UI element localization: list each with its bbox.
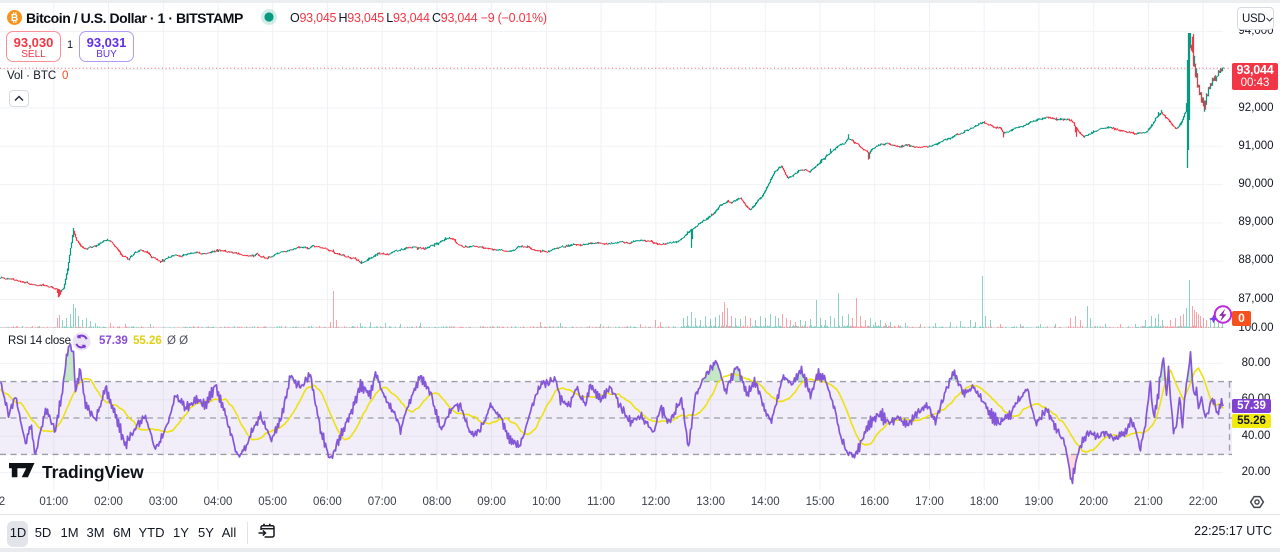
svg-text:B: B — [11, 13, 18, 24]
svg-text:TradingView: TradingView — [42, 462, 144, 482]
